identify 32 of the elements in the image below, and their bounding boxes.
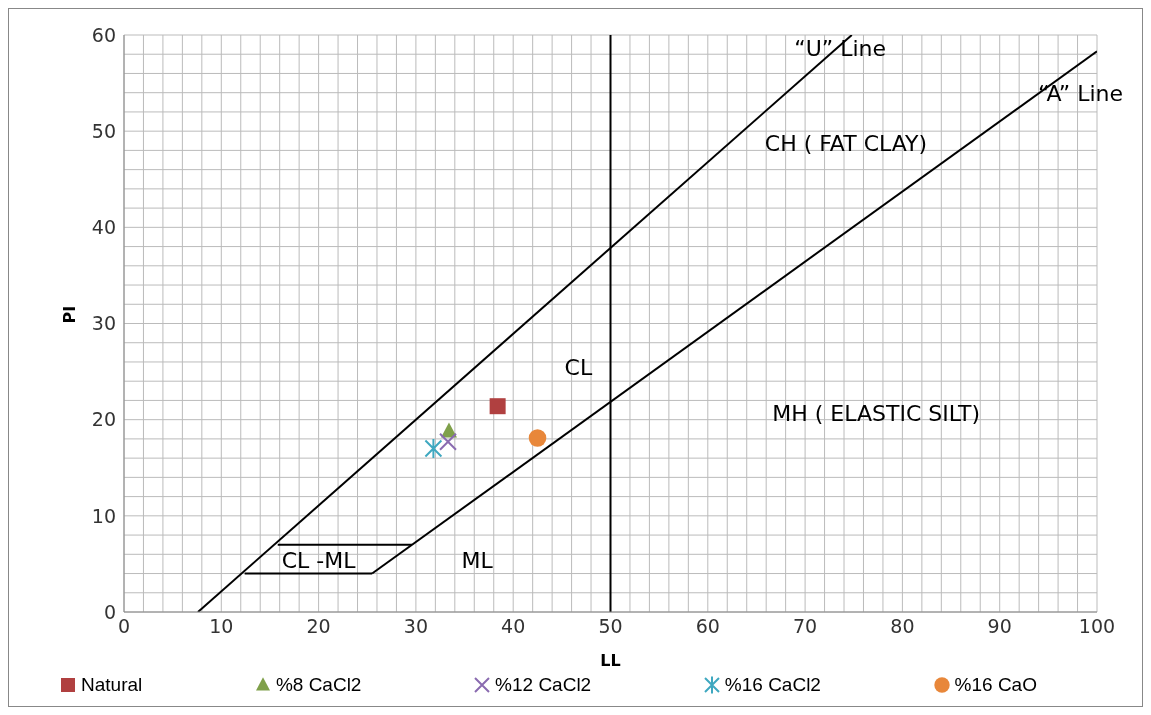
x-tick-label: 100 xyxy=(1078,615,1116,638)
x-tick-label: 70 xyxy=(793,615,818,638)
y-tick-label: 30 xyxy=(91,312,116,335)
x-tick-label: 40 xyxy=(501,615,526,638)
annotation: “A” Line xyxy=(1037,80,1124,106)
x-tick-label: 50 xyxy=(598,615,623,638)
x-tick-label: 0 xyxy=(117,615,131,638)
x-tick-label: 10 xyxy=(209,615,234,638)
x-tick-label: 30 xyxy=(403,615,428,638)
legend-label: %16 CaCl2 xyxy=(724,674,821,696)
y-tick-label: 20 xyxy=(91,408,116,431)
annotation: CL -ML xyxy=(281,547,357,573)
y-axis-title: PI xyxy=(59,305,79,324)
annotation: MH ( ELASTIC SILT) xyxy=(772,400,981,426)
legend-label: %16 CaO xyxy=(954,674,1037,696)
x-tick-label: 60 xyxy=(695,615,720,638)
x-tick-label: 20 xyxy=(306,615,331,638)
annotation: CL xyxy=(564,354,593,380)
y-tick-label: 40 xyxy=(91,216,116,239)
annotation: CH ( FAT CLAY) xyxy=(764,130,928,156)
x-tick-label: 80 xyxy=(890,615,915,638)
y-tick-label: 50 xyxy=(91,119,116,142)
y-tick-label: 10 xyxy=(91,504,116,527)
legend-label: Natural xyxy=(81,674,143,696)
x-axis-title: LL xyxy=(600,651,621,670)
legend-label: %8 CaCl2 xyxy=(275,674,362,696)
annotation: “U” Line xyxy=(794,36,886,62)
y-tick-label: 0 xyxy=(103,600,116,623)
y-tick-label: 60 xyxy=(91,23,116,46)
legend-label: %12 CaCl2 xyxy=(495,674,592,696)
annotation: ML xyxy=(461,547,494,573)
x-tick-label: 90 xyxy=(987,615,1012,638)
